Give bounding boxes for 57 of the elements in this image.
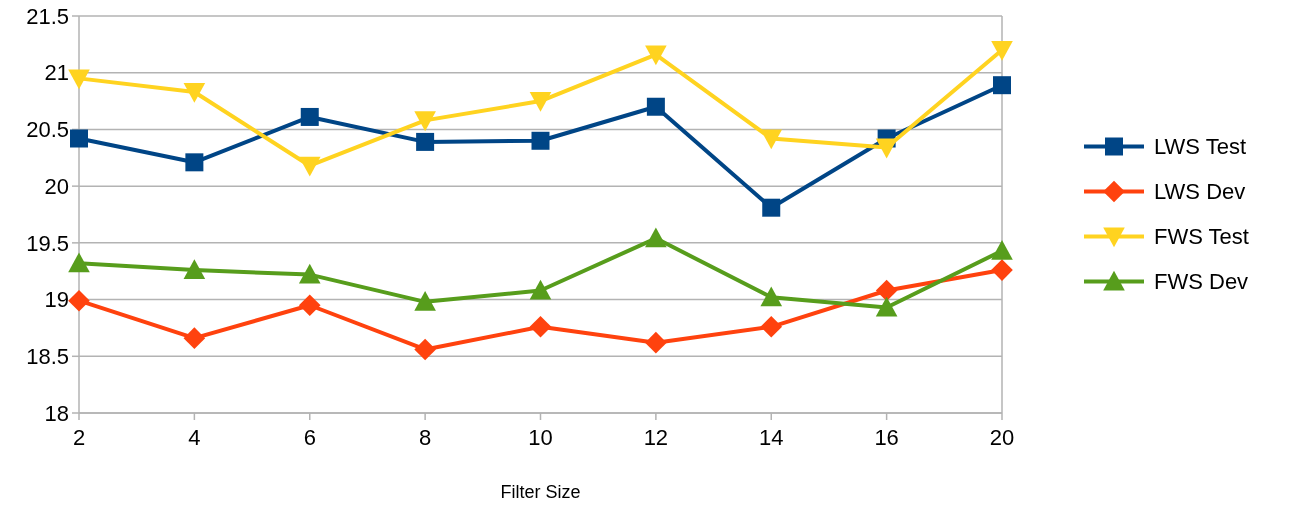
y-tick-label: 18.5 xyxy=(26,343,69,369)
point xyxy=(875,296,898,317)
point xyxy=(529,315,552,338)
point xyxy=(529,279,552,300)
point xyxy=(529,92,552,112)
point xyxy=(875,279,898,302)
point xyxy=(531,131,550,150)
x-tick-label: 2 xyxy=(72,425,86,450)
point xyxy=(645,45,667,66)
x-tick-label: 20 xyxy=(989,425,1015,450)
y-tick-label: 20 xyxy=(44,173,69,199)
point xyxy=(414,111,436,132)
point xyxy=(760,315,783,338)
point xyxy=(645,227,667,248)
y-tick-label: 18 xyxy=(44,400,69,426)
point xyxy=(991,240,1013,260)
point xyxy=(416,132,435,151)
y-tick-label: 20.5 xyxy=(26,117,69,143)
y-tick-label: 21 xyxy=(44,60,69,86)
point xyxy=(68,289,90,312)
legend-label: LWS Dev xyxy=(1154,179,1246,205)
y-tick-label: 19.5 xyxy=(26,230,69,256)
point xyxy=(298,294,321,317)
point xyxy=(875,138,898,159)
x-tick-label: 8 xyxy=(419,425,432,450)
point xyxy=(414,291,436,311)
point xyxy=(68,69,90,90)
point xyxy=(414,338,436,361)
point xyxy=(70,129,88,148)
x-tick-label: 12 xyxy=(643,425,669,450)
point xyxy=(298,263,321,284)
legend-label: FWS Test xyxy=(1154,224,1249,250)
y-tick-label: 19 xyxy=(44,287,69,313)
point xyxy=(183,327,206,349)
x-tick-label: 6 xyxy=(303,425,316,450)
point xyxy=(183,259,206,280)
point xyxy=(760,129,783,150)
point xyxy=(993,76,1011,95)
point xyxy=(991,41,1013,61)
point xyxy=(991,259,1013,281)
point xyxy=(646,97,665,116)
point xyxy=(300,107,319,126)
point xyxy=(645,331,667,354)
point xyxy=(68,252,90,273)
point xyxy=(185,153,204,172)
point xyxy=(183,83,206,103)
point xyxy=(762,198,781,217)
x-tick-label: 14 xyxy=(759,425,784,450)
x-tick-label: 10 xyxy=(528,425,553,450)
point xyxy=(298,156,321,177)
x-tick-label: 16 xyxy=(874,425,899,450)
x-tick-label: 4 xyxy=(188,425,201,450)
legend-label: LWS Test xyxy=(1154,134,1247,160)
legend-label: FWS Dev xyxy=(1154,269,1249,295)
x-axis-title: Filter Size xyxy=(500,482,581,502)
point xyxy=(760,286,783,307)
y-tick-label: 21.5 xyxy=(26,3,69,29)
